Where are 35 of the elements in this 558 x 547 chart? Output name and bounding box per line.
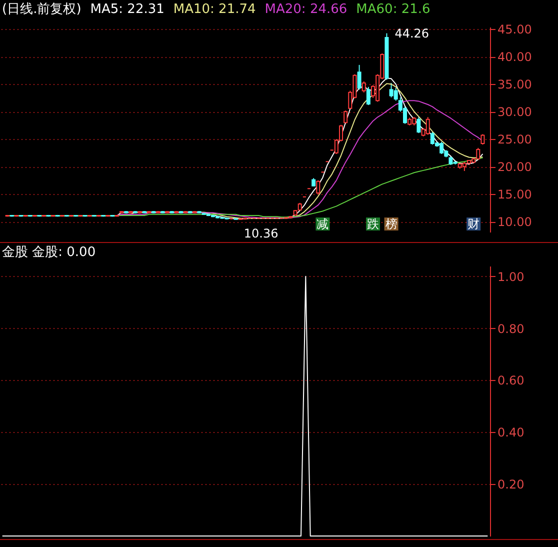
- y-tick-label: 35.00: [498, 78, 532, 92]
- y-tick-label: 0.40: [498, 426, 524, 440]
- candlestick: [344, 110, 348, 124]
- y-tick-label: 20.00: [498, 160, 532, 174]
- candlestick: [394, 88, 398, 102]
- annotation: 榜: [385, 217, 398, 231]
- candlestick: [366, 86, 370, 106]
- candlestick: [480, 134, 485, 146]
- text: MA5: 22.31: [90, 1, 164, 19]
- annotation: 10.36: [244, 226, 278, 241]
- y-tick-label: 30.00: [498, 105, 532, 120]
- text: MA20: 24.66: [264, 1, 348, 19]
- line-series: [6, 157, 484, 218]
- text: MA10: 21.74: [173, 1, 256, 19]
- text: MA60: 21.6: [356, 1, 430, 19]
- annotation: 财: [468, 217, 480, 231]
- annotation: 跌: [367, 217, 379, 231]
- candlestick: [316, 180, 320, 195]
- chart-title: (日线.前复权): [2, 1, 82, 19]
- y-tick-label: 0.60: [498, 374, 524, 388]
- annotation: 减: [316, 217, 329, 231]
- y-tick-label: 45.00: [498, 22, 532, 37]
- candlestick: [362, 80, 366, 93]
- candlestick: [357, 64, 362, 90]
- candlestick: [416, 116, 421, 134]
- chart-title: 金股 金股: 0.00: [2, 244, 96, 262]
- y-tick-label: 10.00: [498, 215, 532, 230]
- y-tick-label: 25.00: [498, 132, 532, 147]
- candlestick: [426, 116, 430, 136]
- y-tick-label: 0.80: [498, 322, 524, 336]
- y-tick-label: 0.20: [498, 478, 524, 492]
- annotation: 44.26: [394, 26, 430, 40]
- y-tick-label: 40.00: [498, 50, 532, 64]
- y-tick-label: 15.00: [498, 188, 532, 202]
- y-tick-label: 1.00: [498, 270, 524, 284]
